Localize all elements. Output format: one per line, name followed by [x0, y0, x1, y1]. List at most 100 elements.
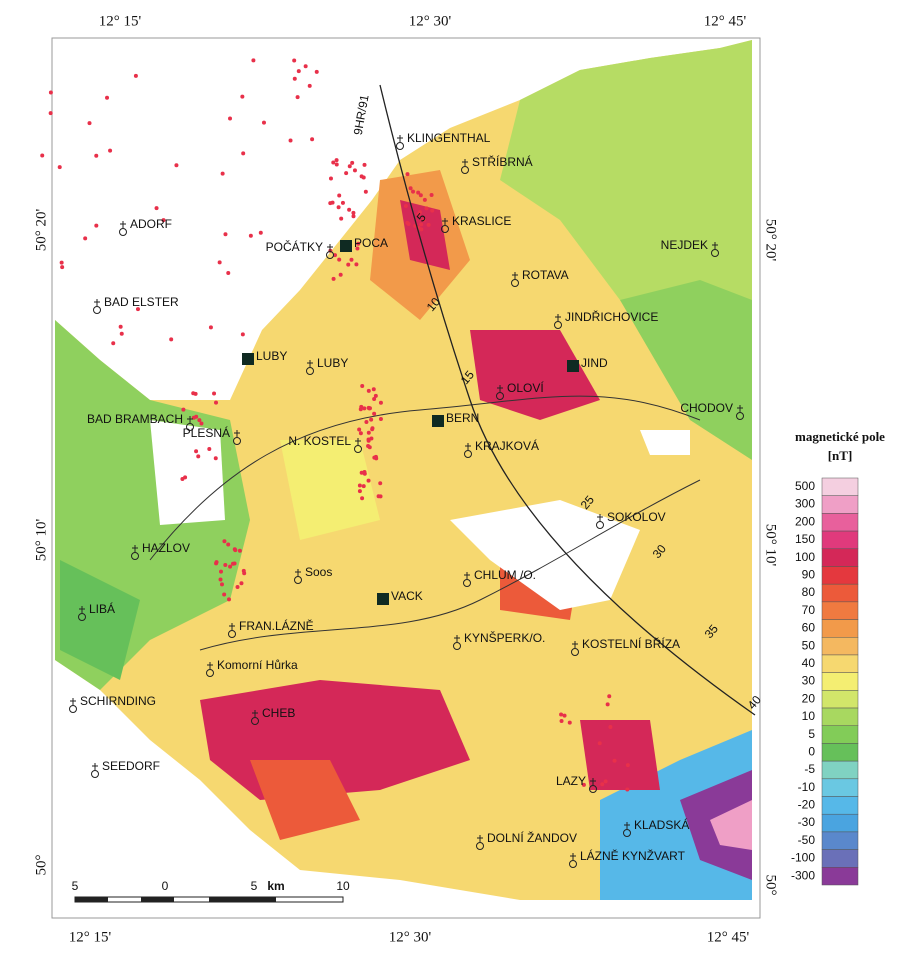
place-symbol: [119, 228, 127, 236]
dot: [416, 190, 421, 195]
dot: [426, 222, 431, 227]
place-cross: [327, 244, 333, 251]
dot: [193, 391, 198, 396]
dot: [219, 582, 224, 587]
legend-swatch: [821, 548, 859, 567]
dot: [83, 236, 88, 241]
dot: [222, 592, 227, 597]
dot: [371, 387, 376, 392]
dot: [258, 230, 263, 235]
dot: [199, 421, 204, 426]
place-label: KOSTELNÍ BŘÍZA: [582, 636, 680, 651]
place-symbol: [93, 306, 101, 314]
dot: [295, 95, 300, 100]
place-cross: [497, 385, 503, 392]
legend-swatch: [821, 619, 859, 638]
place-label: CHLUM /O.: [474, 568, 536, 582]
place-label: SOKOLOV: [607, 510, 666, 524]
place-cross: [79, 606, 85, 613]
place-cross: [712, 242, 718, 249]
legend-swatch: [821, 849, 859, 868]
place-label: DOLNÍ ŽANDOV: [487, 830, 577, 845]
place-label: Soos: [305, 565, 332, 579]
scale-tick: 0: [162, 879, 169, 893]
dot: [347, 207, 352, 212]
place-symbol: [186, 423, 194, 431]
legend-label: -300: [791, 868, 815, 882]
legend-label: 0: [808, 744, 815, 758]
place-label: BAD ELSTER: [104, 295, 179, 309]
legend-swatch: [821, 654, 859, 673]
place-label: ADORF: [130, 217, 172, 231]
coordinate-label: 50° 20': [763, 219, 779, 262]
dot: [378, 400, 383, 405]
dot: [603, 779, 608, 784]
legend-swatch: [821, 477, 859, 496]
place-symbol: [91, 770, 99, 778]
place-symbol: [306, 367, 314, 375]
dot: [331, 276, 336, 281]
legend-swatch: [821, 583, 859, 603]
dot: [108, 148, 113, 153]
station-marker: [242, 353, 254, 365]
legend-swatch: [821, 707, 859, 726]
place-symbol: [441, 225, 449, 233]
dot: [183, 475, 188, 480]
station-label: VACK: [391, 589, 423, 603]
dot: [607, 694, 612, 699]
dot: [347, 164, 352, 169]
dot: [135, 307, 140, 312]
dot: [212, 391, 217, 396]
place-label: KRASLICE: [452, 214, 511, 228]
dot: [372, 396, 377, 401]
legend-swatch: [821, 513, 859, 532]
coordinate-label: 12° 30': [409, 13, 452, 29]
dot: [227, 597, 232, 602]
dot: [196, 454, 201, 459]
dot: [362, 406, 367, 411]
dot: [363, 189, 368, 194]
dot: [292, 76, 297, 81]
dot: [48, 111, 53, 116]
place-label: LIBÁ: [89, 601, 115, 616]
dot: [331, 160, 336, 165]
station-label: BERN: [446, 411, 479, 425]
scale-tick: 10: [336, 879, 350, 893]
dot: [340, 200, 345, 205]
dot: [352, 168, 357, 173]
dot: [214, 561, 219, 566]
dot: [197, 418, 202, 423]
dot: [608, 725, 613, 730]
place-cross: [355, 438, 361, 445]
dot: [605, 702, 610, 707]
dot: [419, 222, 424, 227]
place-symbol: [596, 521, 604, 529]
station-label: POCA: [354, 236, 388, 250]
place-cross: [572, 641, 578, 648]
place-label: BAD BRAMBACH: [87, 412, 183, 426]
dot: [333, 253, 338, 258]
dot: [357, 427, 362, 432]
place-label: KYNŠPERK/O.: [464, 630, 545, 645]
dot: [222, 539, 227, 544]
legend-label: 500: [795, 479, 815, 493]
dot: [105, 95, 110, 100]
dot: [357, 489, 362, 494]
legend-label: -30: [798, 815, 816, 829]
legend-swatch: [821, 725, 859, 744]
legend-unit: [nT]: [828, 448, 853, 463]
place-symbol: [554, 321, 562, 329]
station-marker: [377, 593, 389, 605]
place-symbol: [294, 576, 302, 584]
legend-label: -5: [804, 762, 815, 776]
place-label: NEJDEK: [661, 238, 708, 252]
dot: [330, 200, 335, 205]
dot: [373, 454, 378, 459]
dot: [303, 64, 308, 69]
place-symbol: [589, 785, 597, 793]
legend-swatch: [821, 760, 859, 780]
place-label: JINDŘICHOVICE: [565, 309, 658, 324]
place-label: LAZY: [556, 774, 586, 788]
dot: [354, 262, 359, 267]
